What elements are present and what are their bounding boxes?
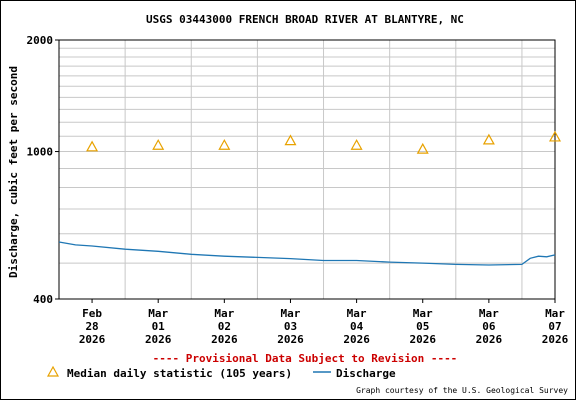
median-marker — [482, 133, 495, 145]
chart-title: USGS 03443000 FRENCH BROAD RIVER AT BLAN… — [146, 13, 464, 26]
series — [58, 130, 562, 266]
median-marker — [350, 138, 363, 150]
median-marker — [218, 138, 231, 150]
plot-area — [58, 39, 556, 300]
median-marker — [548, 130, 562, 142]
x-tick-label: Mar — [545, 307, 565, 320]
x-tick-label: 2026 — [211, 333, 238, 346]
legend-median-label: Median daily statistic (105 years) — [67, 367, 292, 380]
x-tick-label: 03 — [284, 320, 297, 333]
x-tick-label: 2026 — [277, 333, 304, 346]
x-tick-label: Mar — [479, 307, 499, 320]
x-tick-label: 04 — [350, 320, 364, 333]
x-tick-label: Feb — [82, 307, 102, 320]
median-marker — [152, 138, 165, 150]
median-marker — [284, 134, 297, 146]
x-tick-label: 2026 — [409, 333, 436, 346]
x-tick-label: 2026 — [79, 333, 106, 346]
x-tick-label: 28 — [85, 320, 98, 333]
y-tick-label: 1000 — [27, 146, 54, 159]
y-tick-label: 400 — [33, 293, 53, 306]
y-axis-ticks: 400 1000 2000 — [27, 34, 59, 306]
x-tick-label: Mar — [214, 307, 234, 320]
legend-median-marker — [46, 365, 60, 377]
x-tick-label: 2026 — [476, 333, 503, 346]
legend: Median daily statistic (105 years) Disch… — [46, 365, 396, 380]
x-tick-label: 05 — [416, 320, 429, 333]
x-axis-ticks: Feb282026Mar012026Mar022026Mar032026Mar0… — [79, 299, 569, 346]
y-axis-label: Discharge, cubic feet per second — [7, 66, 20, 278]
x-tick-label: 06 — [482, 320, 496, 333]
legend-discharge-label: Discharge — [336, 367, 396, 380]
x-tick-label: 2026 — [542, 333, 569, 346]
median-marker — [86, 140, 99, 152]
credit-text: Graph courtesy of the U.S. Geological Su… — [356, 386, 568, 395]
y-tick-label: 2000 — [27, 34, 54, 47]
x-tick-label: Mar — [413, 307, 433, 320]
x-tick-label: 2026 — [145, 333, 172, 346]
grid — [59, 40, 555, 299]
x-tick-label: 07 — [548, 320, 561, 333]
provisional-notice: ---- Provisional Data Subject to Revisio… — [153, 352, 458, 365]
discharge-line — [58, 241, 556, 266]
x-tick-label: Mar — [281, 307, 301, 320]
x-tick-label: Mar — [347, 307, 367, 320]
median-marker — [416, 142, 429, 154]
x-tick-label: 02 — [218, 320, 231, 333]
x-tick-label: Mar — [148, 307, 168, 320]
x-tick-label: 2026 — [343, 333, 370, 346]
x-tick-label: 01 — [152, 320, 166, 333]
